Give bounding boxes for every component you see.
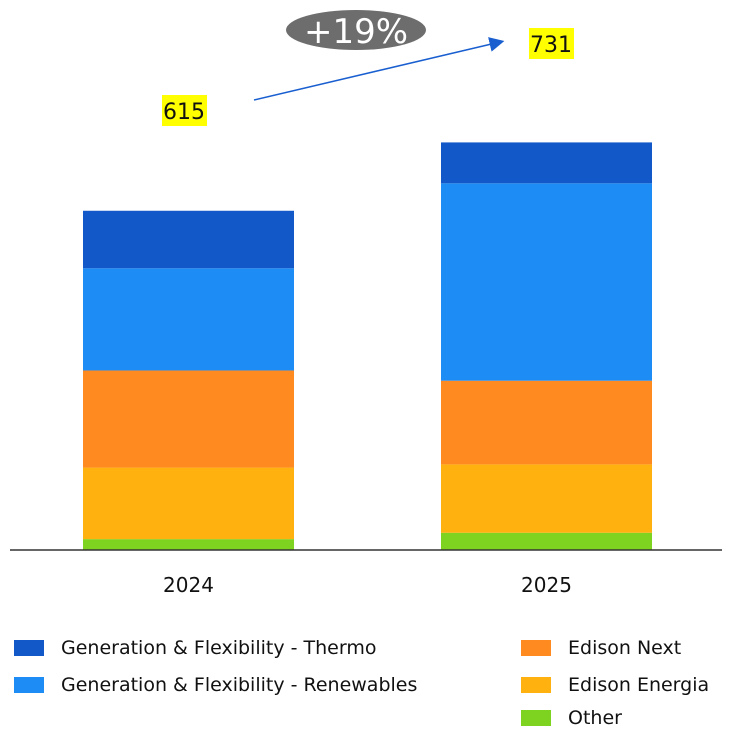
bar-segment-2024-edison-next [83,370,294,468]
legend-label-edison-energia: Edison Energia [568,674,710,696]
bar-segment-2024-other [83,539,294,550]
total-label-2024: 615 [162,95,207,126]
legend-label-other: Other [568,707,622,729]
legend-swatch-other [521,710,551,726]
growth-arrow [253,37,505,101]
legend-swatch-renewables [14,677,44,693]
bar-segment-2024-edison-energia [83,467,294,540]
growth-label: +19% [304,12,408,52]
svg-text:731: 731 [530,33,572,58]
legend-swatch-edison-energia [521,677,551,693]
bar-segment-2025-other [441,532,652,550]
svg-text:615: 615 [163,100,205,125]
legend-swatch-thermo [14,640,44,656]
growth-badge [286,10,426,50]
bar-segment-2025-generation-flexibility-thermo [441,142,652,184]
bar-segment-2024-generation-flexibility-thermo [83,210,294,269]
x-tick-label-2024: 2024 [163,573,214,597]
legend-label-renewables: Generation & Flexibility - Renewables [61,674,418,696]
bar-segment-2024-generation-flexibility-renewables [83,268,294,371]
legend-swatch-edison-next [521,640,551,656]
bar-segment-2025-edison-energia [441,464,652,533]
total-label-2025: 731 [529,28,574,59]
x-tick-label-2025: 2025 [521,573,572,597]
legend-label-edison-next: Edison Next [568,637,682,659]
stacked-bar-chart: 2024 2025 615 731 +19% [10,10,722,597]
legend-label-thermo: Generation & Flexibility - Thermo [61,637,377,659]
bar-segment-2025-edison-next [441,380,652,465]
bar-segment-2025-generation-flexibility-renewables [441,183,652,381]
